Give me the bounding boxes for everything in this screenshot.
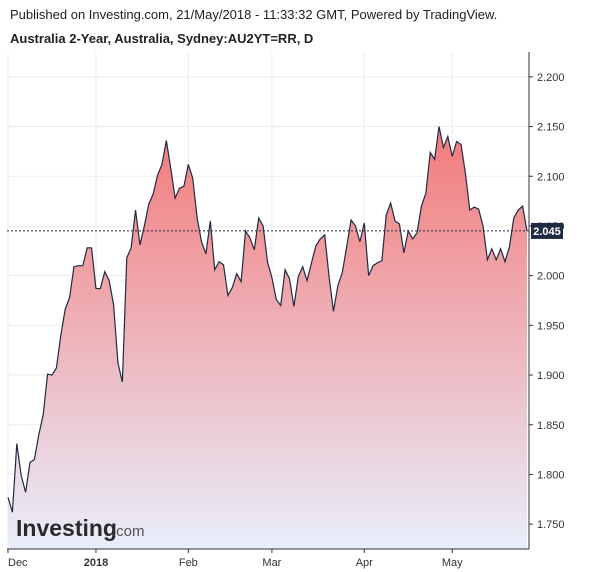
published-info: Published on Investing.com, 21/May/2018 … xyxy=(10,7,498,22)
x-tick-label-4: Apr xyxy=(356,557,373,569)
chart-title: Australia 2-Year, Australia, Sydney:AU2Y… xyxy=(10,31,314,46)
y-tick-label-5: 2.000 xyxy=(537,271,565,283)
logo-main-text: Investing xyxy=(16,515,117,541)
last-price-label: 2.045 xyxy=(533,226,561,238)
y-tick-label-1: 1.800 xyxy=(537,469,565,481)
y-tick-label-4: 1.950 xyxy=(537,320,565,332)
investing-logo: Investing .com xyxy=(16,515,145,541)
y-tick-label-7: 2.100 xyxy=(537,171,565,183)
y-tick-label-9: 2.200 xyxy=(537,72,565,84)
y-tick-label-3: 1.900 xyxy=(537,370,565,382)
x-tick-label-0: Dec xyxy=(8,557,28,569)
logo-suffix-text: .com xyxy=(112,523,145,540)
last-price-badge-bg xyxy=(531,222,563,239)
x-tick-label-3: Mar xyxy=(262,557,281,569)
y-axis-ticks: 1.7501.8001.8501.9001.9502.0002.0502.100… xyxy=(529,72,565,531)
series-line xyxy=(7,126,528,513)
x-tick-label-5: May xyxy=(442,557,463,569)
y-tick-label-0: 1.750 xyxy=(537,519,565,531)
x-tick-label-2: Feb xyxy=(179,557,198,569)
y-tick-label-2: 1.850 xyxy=(537,420,565,432)
y-tick-label-8: 2.150 xyxy=(537,122,565,134)
last-price-badge: 2.045 xyxy=(531,222,563,239)
x-axis-ticks: Dec 2018 Feb Mar Apr May xyxy=(7,549,463,569)
x-tick-label-1: 2018 xyxy=(84,557,108,569)
